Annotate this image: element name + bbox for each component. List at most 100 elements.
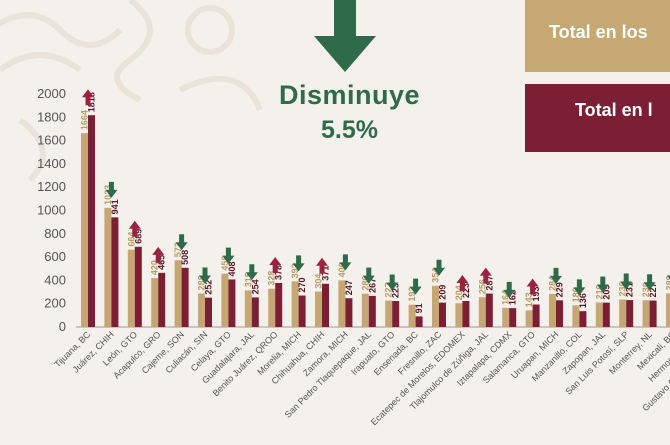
value-label-maroon: 465: [157, 255, 167, 270]
value-label-gold: 354: [431, 268, 441, 283]
value-label-gold: 143: [524, 292, 534, 307]
down-arrow-icon: [386, 274, 399, 291]
down-arrow-icon: [222, 247, 235, 264]
up-arrow-icon: [479, 267, 492, 284]
value-label-maroon: 267: [367, 278, 377, 293]
value-label-maroon: 1818: [87, 92, 97, 112]
value-label-maroon: 231: [625, 282, 635, 297]
bar-maroon: [181, 267, 189, 327]
value-label-gold: 304: [314, 274, 324, 289]
legend-gold: Total en los: [525, 0, 670, 72]
bar-maroon: [439, 302, 446, 327]
value-label-gold: 288: [197, 275, 207, 290]
value-label-gold: 236: [618, 281, 628, 296]
down-arrow-icon: [409, 278, 422, 295]
bar-maroon: [228, 279, 236, 327]
bar-gold: [666, 293, 670, 327]
bar-maroon: [298, 295, 306, 327]
value-label-maroon: 254: [250, 279, 260, 294]
y-tick-label: 0: [59, 319, 66, 334]
up-arrow-icon: [269, 256, 282, 273]
value-label-gold: 286: [360, 276, 370, 291]
y-tick-label: 1400: [37, 156, 66, 171]
up-arrow-icon: [82, 89, 94, 106]
bar-gold: [268, 288, 276, 327]
bar-gold: [338, 280, 346, 327]
down-arrow-icon: [503, 281, 516, 298]
bar-gold: [361, 293, 369, 327]
bar-gold: [642, 300, 650, 327]
bar-gold: [174, 260, 182, 327]
value-label-gold: 573: [173, 242, 183, 257]
value-label-maroon: 408: [227, 261, 237, 276]
bar-maroon: [532, 304, 540, 327]
down-arrow-icon: [339, 254, 352, 271]
down-arrow-icon: [573, 279, 586, 296]
value-label-maroon: 209: [438, 285, 448, 300]
bar-maroon: [275, 282, 283, 327]
bar-maroon: [602, 302, 610, 327]
bar-gold: [385, 300, 393, 327]
bar-maroon: [368, 295, 376, 327]
down-arrow-icon: [199, 267, 211, 284]
value-label-maroon: 270: [297, 278, 307, 293]
bar-maroon: [134, 246, 142, 327]
trend-arrows: [82, 89, 670, 298]
bar-gold: [525, 310, 533, 327]
bar-maroon: [509, 308, 517, 327]
bar-gold: [455, 303, 463, 327]
value-label-maroon: 227: [648, 283, 658, 298]
y-tick-label: 1000: [37, 203, 66, 218]
up-arrow-icon: [316, 257, 328, 274]
down-arrow-icon: [433, 259, 445, 276]
down-arrow-icon: [643, 274, 656, 291]
value-label-gold: 400: [337, 262, 347, 277]
bar-gold: [502, 307, 510, 327]
value-label-maroon: 508: [180, 250, 190, 265]
legend-maroon-label: Total en l: [575, 100, 653, 120]
bar-maroon: [111, 217, 119, 327]
bar-gold: [572, 305, 580, 327]
y-tick-label: 800: [44, 226, 66, 241]
bar-gold: [408, 304, 416, 327]
value-label-gold: 664: [126, 232, 136, 247]
value-label-maroon: 371: [321, 266, 331, 281]
y-axis: 0 200 400 600 800 1000 1200 1400 1600 1800 2000: [37, 86, 670, 334]
bar-gold: [432, 285, 439, 327]
down-arrow-icon: [596, 276, 609, 293]
value-label-gold: 164: [501, 290, 511, 305]
bar-gold: [244, 290, 252, 327]
bar-maroon: [158, 272, 166, 327]
value-label-gold: 192: [407, 287, 417, 302]
value-label-maroon: 193: [531, 286, 541, 301]
y-tick-label: 1600: [37, 133, 66, 148]
value-label-gold: 210: [594, 285, 604, 300]
value-label-gold: 420: [150, 260, 160, 275]
value-label-gold: 230: [641, 282, 651, 297]
bar-maroon: [415, 316, 423, 327]
bar-maroon: [205, 297, 212, 327]
bars: [81, 115, 670, 327]
down-arrow-icon: [105, 181, 118, 198]
bar-maroon: [579, 311, 587, 327]
y-tick-label: 400: [44, 272, 66, 287]
down-arrow-icon: [292, 255, 305, 272]
value-label-maroon: 378: [274, 265, 284, 280]
bar-gold: [221, 273, 229, 327]
value-label-maroon: 209: [601, 285, 611, 300]
bar-gold: [81, 133, 88, 327]
y-tick-label: 1800: [37, 109, 66, 124]
bar-gold: [291, 281, 299, 327]
value-label-gold: 204: [454, 285, 464, 300]
value-label-gold: 284: [548, 276, 558, 291]
bar-maroon: [485, 293, 493, 327]
y-tick-label: 600: [44, 249, 66, 264]
bar-maroon: [322, 283, 329, 327]
up-arrow-icon: [152, 246, 165, 263]
bar-maroon: [649, 300, 657, 327]
y-tick-label: 2000: [37, 86, 66, 101]
bar-gold: [315, 291, 322, 327]
